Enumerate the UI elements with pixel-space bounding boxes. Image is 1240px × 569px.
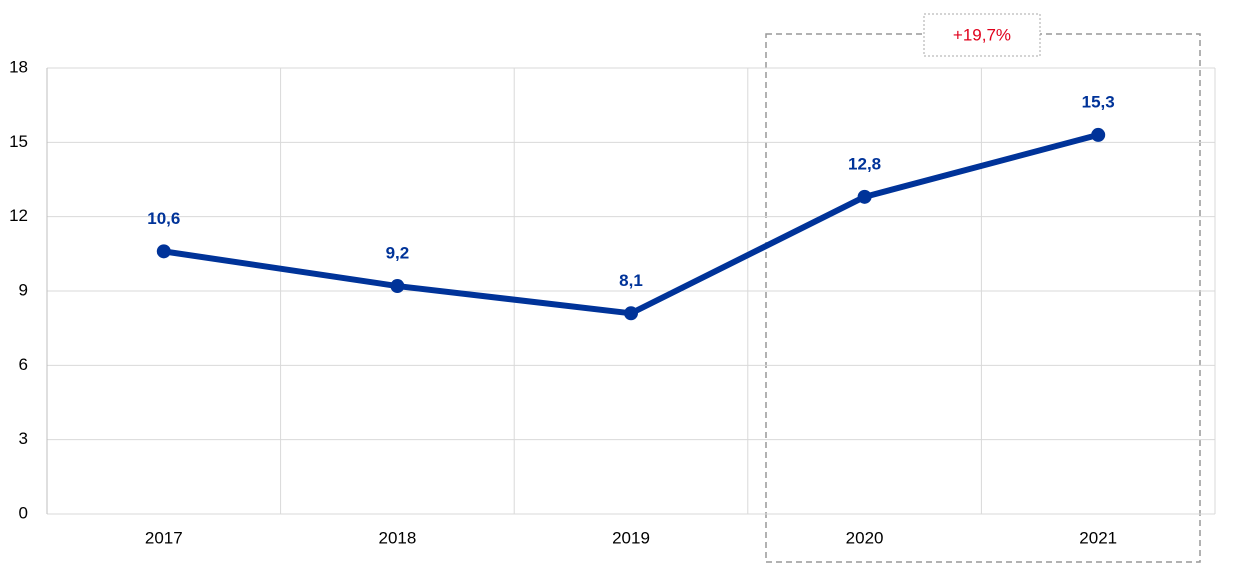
value-label: 15,3 xyxy=(1082,92,1115,111)
y-tick-label: 15 xyxy=(9,132,28,151)
value-label: 10,6 xyxy=(147,209,180,228)
y-tick-label: 12 xyxy=(9,206,28,225)
point xyxy=(390,279,405,294)
x-tick-label: 2021 xyxy=(1079,528,1117,547)
value-label: 12,8 xyxy=(848,154,881,173)
point xyxy=(156,244,171,259)
highlight-box xyxy=(765,33,1201,563)
value-label: 9,2 xyxy=(386,244,410,263)
y-tick-label: 0 xyxy=(19,503,28,522)
annotation: +19,7% xyxy=(953,25,1011,44)
x-tick-label: 2019 xyxy=(612,528,650,547)
point xyxy=(857,189,872,204)
x-tick-label: 2020 xyxy=(846,528,884,547)
point xyxy=(1091,127,1106,142)
y-tick-label: 6 xyxy=(19,355,28,374)
y-tick-label: 18 xyxy=(9,57,28,76)
x-tick-label: 2017 xyxy=(145,528,183,547)
point xyxy=(624,306,638,321)
value-label: 8,1 xyxy=(619,271,643,290)
annotation-box xyxy=(923,13,1041,57)
y-tick-label: 3 xyxy=(19,429,28,448)
x-tick-label: 2018 xyxy=(378,528,416,547)
y-tick-label: 9 xyxy=(19,280,28,299)
